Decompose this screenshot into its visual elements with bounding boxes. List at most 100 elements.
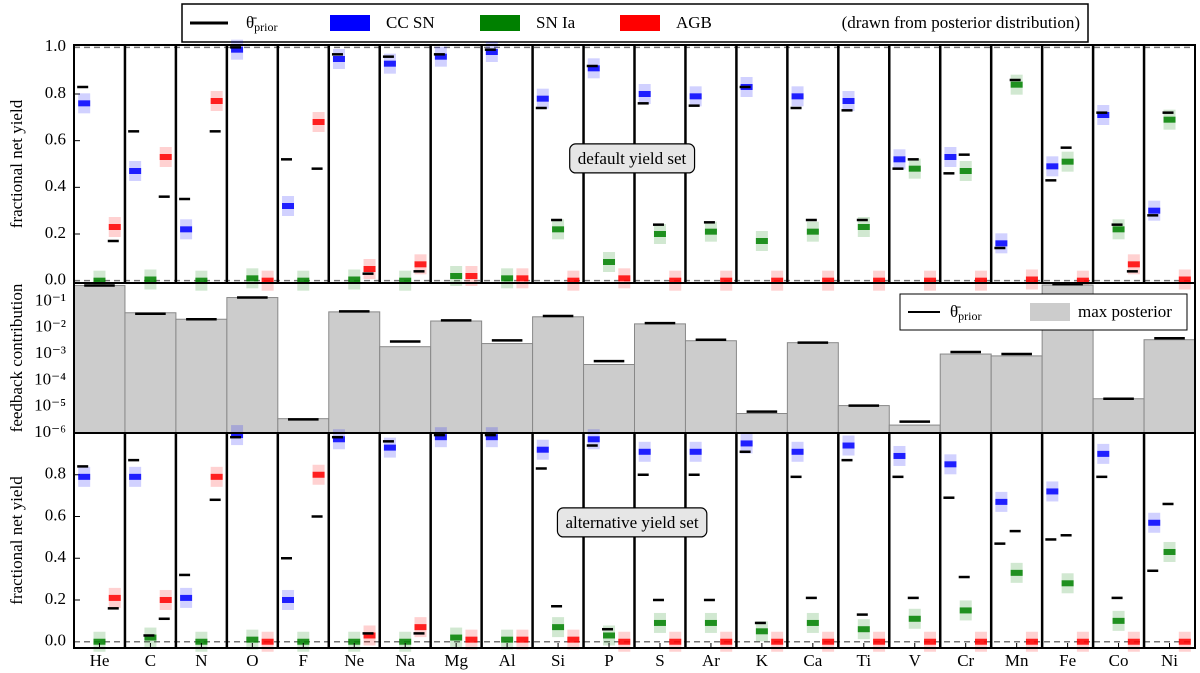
- legend-prior: θ̄prior: [950, 302, 981, 323]
- prior-symbol: θ̄: [950, 302, 961, 321]
- posterior: [1010, 569, 1023, 576]
- posterior: [282, 596, 295, 603]
- bar: [1143, 339, 1196, 434]
- posterior: [1148, 207, 1161, 214]
- x-tick-label: Ne: [344, 651, 364, 670]
- posterior: [552, 624, 565, 631]
- legend-bar-swatch: [1030, 303, 1070, 321]
- posterior: [159, 154, 172, 160]
- posterior: [414, 261, 427, 268]
- legend-swatch: [620, 15, 660, 31]
- posterior: [1046, 163, 1059, 170]
- posterior: [383, 60, 396, 67]
- posterior: [180, 226, 193, 233]
- posterior: [501, 275, 514, 282]
- posterior: [485, 434, 498, 441]
- posterior: [516, 636, 529, 643]
- posterior: [567, 636, 580, 643]
- x-tick-label: Ar: [702, 651, 720, 670]
- posterior: [822, 638, 835, 645]
- posterior: [1178, 638, 1191, 645]
- posterior: [653, 619, 666, 626]
- bar: [939, 353, 992, 434]
- y-tick-label: 0.2: [45, 589, 66, 608]
- posterior: [924, 277, 937, 284]
- posterior: [485, 49, 498, 55]
- x-tick-label: O: [246, 651, 258, 670]
- y-tick-label: 0.6: [45, 130, 66, 149]
- posterior: [501, 636, 514, 643]
- posterior: [806, 228, 819, 235]
- posterior: [924, 638, 937, 645]
- x-tick-label: Ni: [1161, 651, 1178, 670]
- posterior: [1148, 519, 1161, 526]
- x-tick-label: Mn: [1005, 651, 1029, 670]
- y-tick-label: 10⁻³: [35, 343, 66, 362]
- y-tick-label: 0.6: [45, 505, 66, 524]
- posterior: [195, 638, 208, 645]
- posterior: [720, 638, 733, 645]
- posterior: [689, 448, 702, 455]
- posterior: [399, 638, 412, 645]
- posterior: [434, 53, 447, 60]
- bar: [277, 418, 330, 434]
- bar: [990, 355, 1043, 434]
- posterior: [857, 626, 870, 633]
- posterior: [873, 277, 886, 284]
- x-tick-label: Al: [499, 651, 516, 670]
- bar: [583, 364, 636, 434]
- posterior: [210, 98, 223, 104]
- posterior: [1163, 548, 1176, 555]
- posterior: [720, 277, 733, 284]
- x-tick-label: Mg: [444, 651, 468, 670]
- posterior: [689, 93, 702, 100]
- bar: [481, 343, 534, 434]
- x-tick-label: He: [90, 651, 110, 670]
- posterior: [1025, 276, 1038, 283]
- posterior: [822, 277, 835, 284]
- y-tick-label: 0.4: [45, 176, 67, 195]
- posterior: [246, 636, 259, 643]
- bar: [175, 318, 228, 434]
- y-tick-label: 0.0: [45, 270, 66, 289]
- posterior: [995, 498, 1008, 505]
- posterior: [704, 619, 717, 626]
- legend-swatch: [480, 15, 520, 31]
- posterior: [93, 277, 106, 284]
- y-tick-label: 0.2: [45, 223, 66, 242]
- posterior: [93, 638, 106, 645]
- posterior: [282, 203, 295, 209]
- annotation: default yield set: [578, 149, 687, 168]
- x-tick-label: S: [655, 651, 664, 670]
- posterior: [740, 440, 753, 447]
- posterior: [1163, 116, 1176, 123]
- posterior: [261, 277, 274, 284]
- legend-label: CC SN: [386, 13, 435, 32]
- posterior: [297, 638, 310, 645]
- y-tick-label: 0.8: [45, 464, 66, 483]
- bar: [124, 312, 177, 434]
- bar: [430, 320, 483, 434]
- x-tick-label: Ti: [857, 651, 872, 670]
- legend-swatch: [330, 15, 370, 31]
- x-tick-label: Co: [1109, 651, 1129, 670]
- posterior: [261, 638, 274, 645]
- posterior: [144, 276, 157, 283]
- posterior: [78, 473, 91, 480]
- posterior: [144, 634, 157, 641]
- posterior: [618, 275, 631, 282]
- x-tick-label: P: [604, 651, 613, 670]
- posterior: [791, 448, 804, 455]
- posterior: [959, 607, 972, 614]
- posterior: [791, 93, 804, 100]
- x-tick-label: V: [909, 651, 922, 670]
- posterior: [246, 275, 259, 282]
- posterior: [603, 632, 616, 639]
- posterior: [974, 277, 987, 284]
- posterior: [1112, 617, 1125, 624]
- posterior: [434, 434, 447, 441]
- legend-prior: θ̄prior: [246, 13, 277, 34]
- y-axis-label: fractional net yield: [7, 99, 26, 228]
- x-tick-label: C: [145, 651, 156, 670]
